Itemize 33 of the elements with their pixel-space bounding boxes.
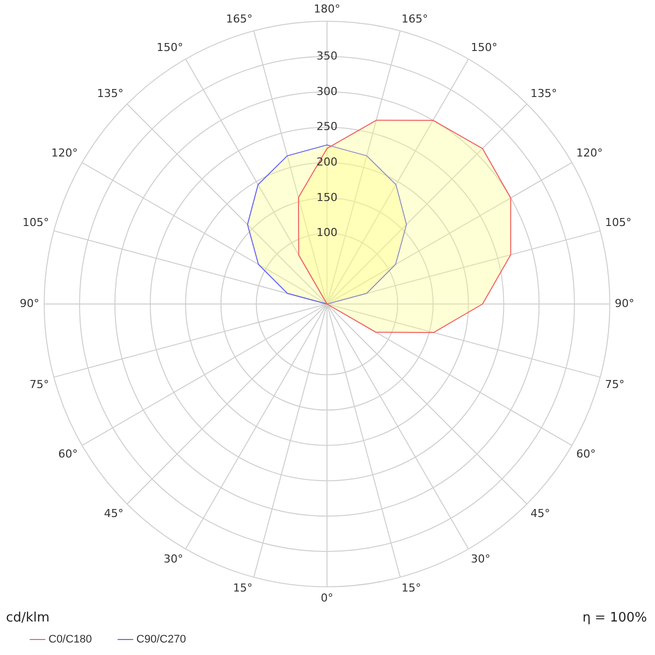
y-tick-label: 150	[316, 190, 338, 204]
spoke-label: 15°	[233, 581, 253, 594]
spoke-label: 0°	[320, 591, 334, 604]
spoke-label: 45°	[530, 506, 550, 520]
y-tick-label: 300	[316, 84, 338, 98]
legend-label: C90/C270	[136, 634, 186, 646]
spoke-label: 30°	[470, 552, 490, 566]
spoke-label: 135°	[530, 86, 558, 100]
spoke-label: 45°	[104, 506, 124, 520]
spoke-label: 30°	[164, 552, 184, 566]
y-tick-label: 100	[316, 226, 338, 240]
text: cd/klm	[6, 610, 50, 626]
spoke-label: 165°	[226, 12, 253, 26]
legend-label: C0/C180	[48, 634, 92, 646]
spoke-label: 105°	[22, 216, 50, 229]
spoke-label: 180°	[314, 2, 340, 16]
spoke-label: 60°	[58, 447, 78, 460]
spoke-label: 135°	[96, 86, 124, 100]
spoke-label: 165°	[401, 12, 428, 26]
spoke-label: 150°	[156, 41, 184, 54]
spoke-label: 150°	[470, 41, 498, 54]
y-tick-label: 250	[316, 120, 338, 134]
spoke-label: 60°	[576, 447, 596, 460]
spoke-label: 15°	[401, 581, 421, 594]
spoke-label: 120°	[576, 146, 603, 160]
spoke-label: 90°	[20, 296, 40, 310]
spoke-label: 105°	[604, 216, 632, 229]
spoke-label: 75°	[604, 378, 624, 391]
spoke-label: 90°	[614, 296, 634, 310]
text: η = 100%	[582, 610, 647, 626]
spoke-label: 75°	[30, 378, 50, 391]
spoke-label: 120°	[51, 146, 78, 160]
y-tick-label: 350	[316, 49, 338, 62]
